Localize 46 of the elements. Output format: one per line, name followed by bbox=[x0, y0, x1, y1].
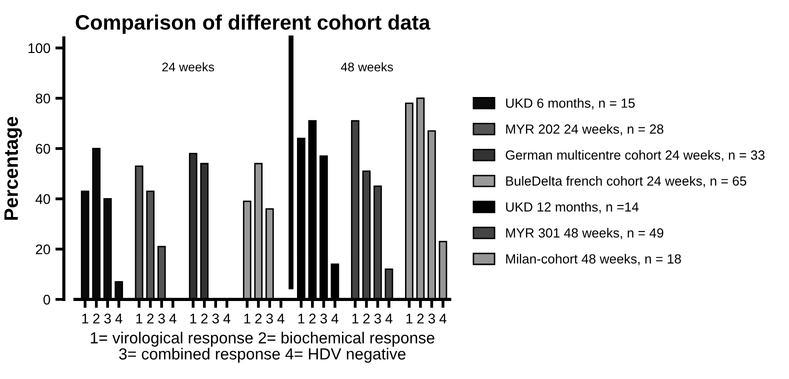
x-tick-label: 3 bbox=[374, 314, 381, 324]
legend-label: UKD 12 months, n =14 bbox=[506, 202, 639, 214]
x-tick-label: 3 bbox=[320, 314, 327, 324]
y-tick-label: 80 bbox=[36, 94, 50, 104]
x-tick-label: 2 bbox=[255, 314, 262, 324]
x-tick-label: 1 bbox=[136, 314, 142, 324]
annotation: 48 weeks bbox=[340, 62, 393, 72]
x-tick-label: 2 bbox=[147, 314, 154, 324]
x-tick-label: 3 bbox=[266, 314, 273, 324]
x-tick-label: 2 bbox=[363, 314, 370, 324]
legend-label: BuleDelta french cohort 24 weeks, n = 65 bbox=[506, 176, 746, 188]
x-tick-label: 4 bbox=[385, 314, 392, 324]
x-tick-label: 1 bbox=[190, 314, 196, 324]
legend-label: Milan-cohort 48 weeks, n = 18 bbox=[506, 254, 681, 266]
x-tick-label: 4 bbox=[331, 314, 338, 324]
y-axis-title: Percentage bbox=[4, 116, 22, 220]
y-tick-label: 60 bbox=[36, 144, 50, 154]
x-tick-label: 3 bbox=[158, 314, 165, 324]
legend-label: UKD 6 months, n = 15 bbox=[506, 98, 635, 110]
x-axis-title: 1= virological response 2= biochemical response 3= combined response 4= HDV negative bbox=[90, 332, 434, 363]
x-tick-label: 4 bbox=[169, 314, 176, 324]
x-tick-label: 2 bbox=[93, 314, 100, 324]
x-tick-label: 1 bbox=[244, 314, 250, 324]
y-tick-label: 0 bbox=[43, 294, 50, 305]
x-tick-label: 2 bbox=[201, 314, 208, 324]
x-tick-label: 1 bbox=[406, 314, 412, 324]
y-tick-label: 100 bbox=[28, 43, 50, 54]
chart-title: Comparison of different cohort data bbox=[76, 14, 430, 34]
x-tick-label: 2 bbox=[417, 314, 424, 324]
x-tick-label: 1 bbox=[298, 314, 304, 324]
x-tick-label: 4 bbox=[439, 314, 446, 324]
x-tick-label: 3 bbox=[428, 314, 435, 324]
annotation: 24 weeks bbox=[162, 62, 214, 72]
legend-label: MYR 301 48 weeks, n = 49 bbox=[506, 228, 664, 240]
x-tick-label: 4 bbox=[277, 314, 284, 324]
legend-label: German multicentre cohort 24 weeks, n = 33 bbox=[506, 150, 765, 162]
x-tick-label: 4 bbox=[115, 314, 122, 324]
y-tick-label: 20 bbox=[36, 244, 50, 254]
legend-label: MYR 202 24 weeks, n = 28 bbox=[506, 124, 664, 136]
x-tick-label: 1 bbox=[352, 314, 358, 324]
x-tick-label: 2 bbox=[309, 314, 316, 324]
y-tick-label: 40 bbox=[36, 194, 50, 204]
x-tick-label: 1 bbox=[82, 314, 88, 324]
x-tick-label: 3 bbox=[212, 314, 219, 324]
x-tick-label: 3 bbox=[104, 314, 111, 324]
x-tick-label: 4 bbox=[223, 314, 230, 324]
